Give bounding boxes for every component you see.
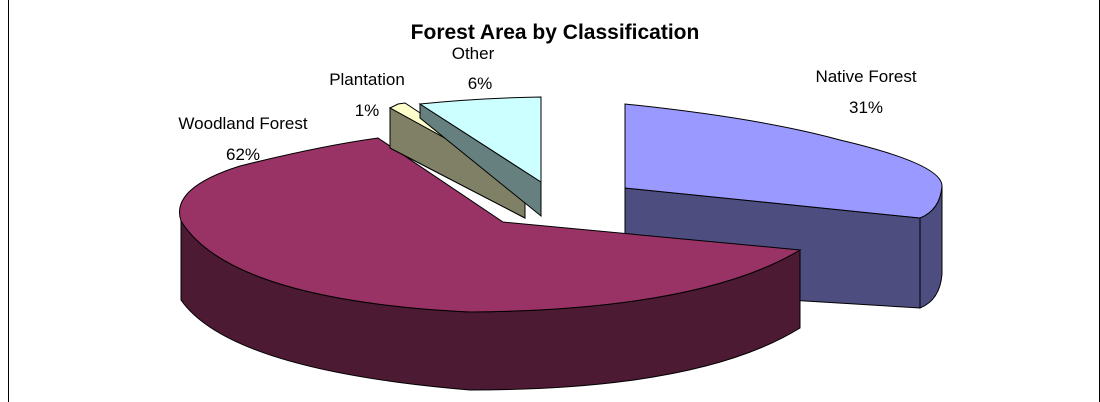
- label-native-forest-value: 31%: [849, 98, 883, 117]
- slice-woodland-forest-top: [179, 137, 802, 313]
- label-plantation-name: Plantation: [329, 70, 405, 89]
- label-woodland-forest-value: 62%: [226, 145, 260, 164]
- label-plantation-value: 1%: [355, 101, 380, 120]
- slice-other-top: [418, 96, 542, 183]
- label-woodland-forest-name: Woodland Forest: [178, 114, 307, 133]
- label-other-value: 6%: [468, 74, 493, 93]
- slice-native-forest-top: [624, 103, 943, 219]
- slice-other: [418, 96, 542, 218]
- label-other-name: Other: [452, 44, 495, 63]
- slice-woodland-forest: [179, 137, 802, 391]
- chart-title: Forest Area by Classification: [411, 21, 700, 44]
- label-native-forest-name: Native Forest: [815, 67, 916, 86]
